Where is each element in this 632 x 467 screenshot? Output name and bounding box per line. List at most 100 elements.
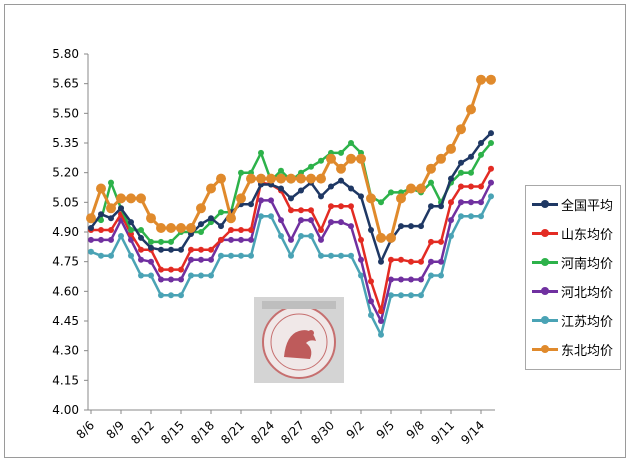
data-point: [196, 203, 206, 214]
legend-label: 全国平均: [561, 198, 614, 214]
y-tick-label: 4.00: [52, 403, 79, 417]
data-point: [208, 215, 214, 222]
data-point: [446, 143, 456, 154]
data-point: [178, 266, 184, 273]
data-point: [388, 292, 394, 299]
data-point: [238, 169, 244, 176]
data-point: [138, 256, 144, 263]
data-point: [468, 169, 474, 176]
data-point: [388, 276, 394, 283]
legend-swatch: [532, 227, 558, 239]
series-2: [88, 140, 494, 245]
data-point: [148, 244, 154, 251]
data-point: [276, 173, 286, 184]
data-point: [318, 193, 324, 200]
data-point: [428, 258, 434, 265]
data-point: [408, 258, 414, 265]
data-point: [228, 227, 234, 233]
data-point: [278, 217, 284, 224]
data-point: [438, 258, 444, 265]
data-point: [458, 159, 464, 166]
data-point: [378, 308, 384, 315]
data-point: [186, 223, 196, 233]
data-point: [418, 292, 424, 299]
data-point: [108, 227, 114, 233]
data-point: [478, 151, 484, 158]
data-point: [108, 252, 114, 259]
data-point: [178, 292, 184, 299]
legend-swatch: [532, 314, 558, 326]
data-point: [368, 227, 374, 233]
data-point: [346, 153, 356, 164]
series-layer: [86, 74, 496, 338]
x-tick-label: 8/30: [308, 418, 337, 447]
line-chart: 5.80 5.65 5.50 5.35 5.20 5.05 4.90 4.75 4.60 4.45…: [52, 47, 496, 447]
data-point: [206, 183, 216, 194]
data-point: [458, 199, 464, 206]
x-tick-label: 8/21: [218, 418, 247, 447]
data-point: [376, 232, 386, 243]
data-point: [358, 236, 364, 243]
data-point: [248, 252, 254, 259]
data-point: [348, 252, 354, 259]
data-point: [468, 199, 474, 206]
data-point: [138, 234, 144, 241]
chart-frame: 5.80 5.65 5.50 5.35 5.20 5.05 4.90 4.75 4.60 4.45…: [4, 4, 626, 458]
data-point: [96, 183, 106, 194]
x-tick-label: 9/2: [344, 418, 368, 442]
legend-label: 山东均价: [561, 227, 614, 243]
data-point: [488, 140, 494, 146]
data-point: [178, 246, 184, 253]
x-tick-label: 9/14: [458, 418, 487, 447]
data-point: [408, 223, 414, 230]
data-point: [148, 258, 154, 265]
data-point: [328, 252, 334, 259]
data-point: [248, 227, 254, 233]
data-point: [318, 236, 324, 243]
data-point: [98, 227, 104, 233]
data-point: [288, 236, 294, 243]
data-point: [208, 256, 214, 263]
data-point: [488, 179, 494, 186]
data-point: [488, 165, 494, 172]
data-point: [88, 248, 94, 255]
data-point: [116, 193, 126, 204]
data-point: [426, 163, 436, 174]
data-point: [156, 223, 166, 233]
y-tick-label: 4.30: [52, 344, 79, 358]
data-point: [158, 246, 164, 253]
data-point: [128, 219, 134, 226]
data-point: [198, 246, 204, 253]
y-tick-label: 5.80: [52, 47, 79, 61]
y-axis-ticks: 5.80 5.65 5.50 5.35 5.20 5.05 4.90 4.75 4.60 4.45…: [52, 47, 88, 417]
data-point: [418, 276, 424, 283]
data-point: [428, 203, 434, 210]
y-tick-label: 4.90: [52, 225, 79, 239]
data-point: [216, 173, 226, 184]
data-point: [308, 217, 314, 224]
data-point: [136, 193, 146, 204]
data-point: [148, 272, 154, 279]
data-point: [408, 292, 414, 299]
data-point: [318, 252, 324, 259]
data-point: [358, 193, 364, 200]
data-point: [248, 236, 254, 243]
x-tick-label: 8/12: [128, 418, 157, 447]
data-point: [398, 256, 404, 263]
data-point: [148, 238, 154, 245]
data-point: [288, 207, 294, 214]
data-point: [298, 233, 304, 239]
data-point: [228, 252, 234, 259]
data-point: [488, 193, 494, 200]
x-axis-ticks: 8/6 8/9 8/12 8/15 8/18 8/21 8/24 8/27 8/30 9/2 9/5…: [74, 410, 487, 447]
data-point: [138, 272, 144, 279]
data-point: [356, 153, 366, 164]
x-tick-label: 9/8: [404, 418, 428, 442]
data-point: [188, 256, 194, 263]
data-point: [158, 266, 164, 273]
data-point: [168, 238, 174, 245]
data-point: [138, 246, 144, 253]
data-point: [328, 203, 334, 210]
data-point: [378, 318, 384, 324]
data-point: [188, 272, 194, 279]
